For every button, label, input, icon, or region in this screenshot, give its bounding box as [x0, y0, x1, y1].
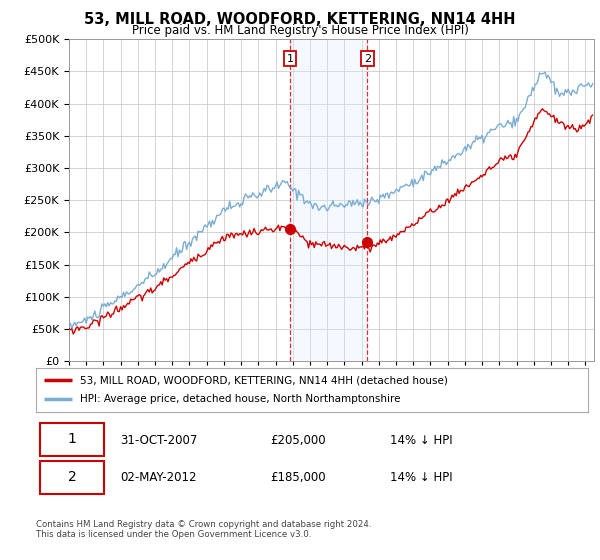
- Text: £185,000: £185,000: [270, 470, 326, 484]
- Text: 2: 2: [364, 54, 371, 63]
- Text: 31-OCT-2007: 31-OCT-2007: [120, 434, 197, 447]
- FancyBboxPatch shape: [40, 461, 104, 494]
- Text: 02-MAY-2012: 02-MAY-2012: [120, 470, 197, 484]
- Text: Contains HM Land Registry data © Crown copyright and database right 2024.
This d: Contains HM Land Registry data © Crown c…: [36, 520, 371, 539]
- FancyBboxPatch shape: [40, 423, 104, 456]
- Bar: [290, 39, 367, 361]
- Text: Price paid vs. HM Land Registry's House Price Index (HPI): Price paid vs. HM Land Registry's House …: [131, 24, 469, 36]
- Text: 14% ↓ HPI: 14% ↓ HPI: [390, 434, 452, 447]
- Text: 53, MILL ROAD, WOODFORD, KETTERING, NN14 4HH: 53, MILL ROAD, WOODFORD, KETTERING, NN14…: [84, 12, 516, 27]
- Text: HPI: Average price, detached house, North Northamptonshire: HPI: Average price, detached house, Nort…: [80, 394, 401, 404]
- Text: 14% ↓ HPI: 14% ↓ HPI: [390, 470, 452, 484]
- Text: 53, MILL ROAD, WOODFORD, KETTERING, NN14 4HH (detached house): 53, MILL ROAD, WOODFORD, KETTERING, NN14…: [80, 375, 448, 385]
- Text: 2: 2: [68, 470, 76, 484]
- Text: 1: 1: [286, 54, 293, 63]
- Text: 1: 1: [68, 432, 76, 446]
- Text: £205,000: £205,000: [270, 434, 326, 447]
